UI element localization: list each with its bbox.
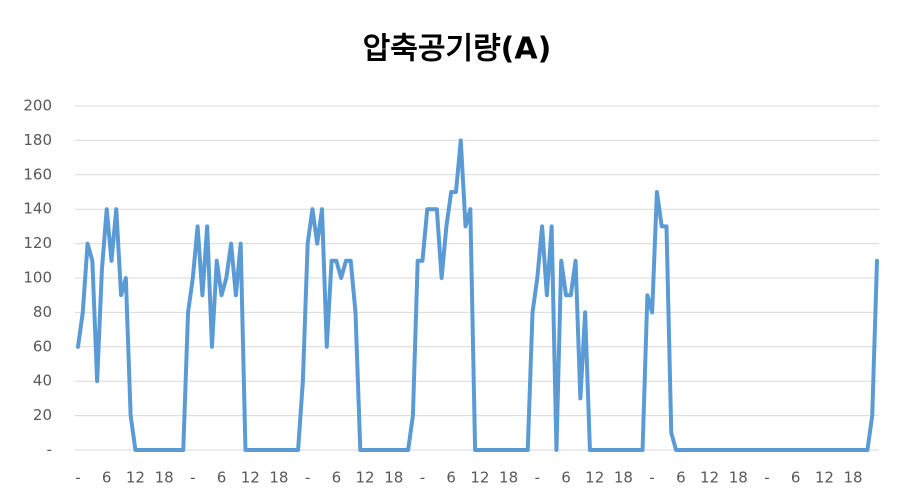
x-tick-label: 6 — [561, 469, 571, 487]
x-tick-label: 12 — [241, 469, 260, 487]
chart-title: 압축공기량(A) — [363, 32, 552, 67]
x-tick-label: - — [535, 469, 540, 487]
y-tick-label: 100 — [23, 269, 52, 287]
x-tick-label: 18 — [729, 469, 748, 487]
x-tick-label: 12 — [470, 469, 489, 487]
x-tick-label: 6 — [446, 469, 456, 487]
y-tick-label: 60 — [33, 337, 52, 355]
y-tick-label: 20 — [33, 406, 52, 424]
x-tick-label: 18 — [844, 469, 863, 487]
x-tick-label: 12 — [585, 469, 604, 487]
x-tick-label: 18 — [384, 469, 403, 487]
y-tick-label: 40 — [33, 372, 52, 390]
x-tick-label: - — [420, 469, 425, 487]
x-tick-label: - — [190, 469, 195, 487]
y-tick-label: 180 — [23, 131, 52, 149]
x-tick-label: - — [649, 469, 654, 487]
y-tick-label: 200 — [23, 97, 52, 115]
x-tick-label: 18 — [499, 469, 518, 487]
x-tick-label: - — [764, 469, 769, 487]
x-tick-label: 6 — [102, 469, 112, 487]
x-tick-label: 6 — [791, 469, 801, 487]
y-tick-label: - — [47, 441, 52, 459]
x-tick-label: 6 — [217, 469, 227, 487]
x-tick-label: 12 — [126, 469, 145, 487]
x-tick-label: 6 — [676, 469, 686, 487]
x-tick-label: - — [75, 469, 80, 487]
y-tick-label: 160 — [23, 165, 52, 183]
x-tick-label: 12 — [356, 469, 375, 487]
x-tick-label: 18 — [155, 469, 174, 487]
y-tick-label: 80 — [33, 303, 52, 321]
x-tick-label: 18 — [614, 469, 633, 487]
x-tick-label: 12 — [700, 469, 719, 487]
data-line — [76, 138, 879, 452]
x-tick-label: 6 — [332, 469, 342, 487]
x-tick-label: - — [305, 469, 310, 487]
y-tick-label: 140 — [23, 200, 52, 218]
x-tick-label: 18 — [269, 469, 288, 487]
x-tick-label: 12 — [815, 469, 834, 487]
y-tick-label: 120 — [23, 234, 52, 252]
